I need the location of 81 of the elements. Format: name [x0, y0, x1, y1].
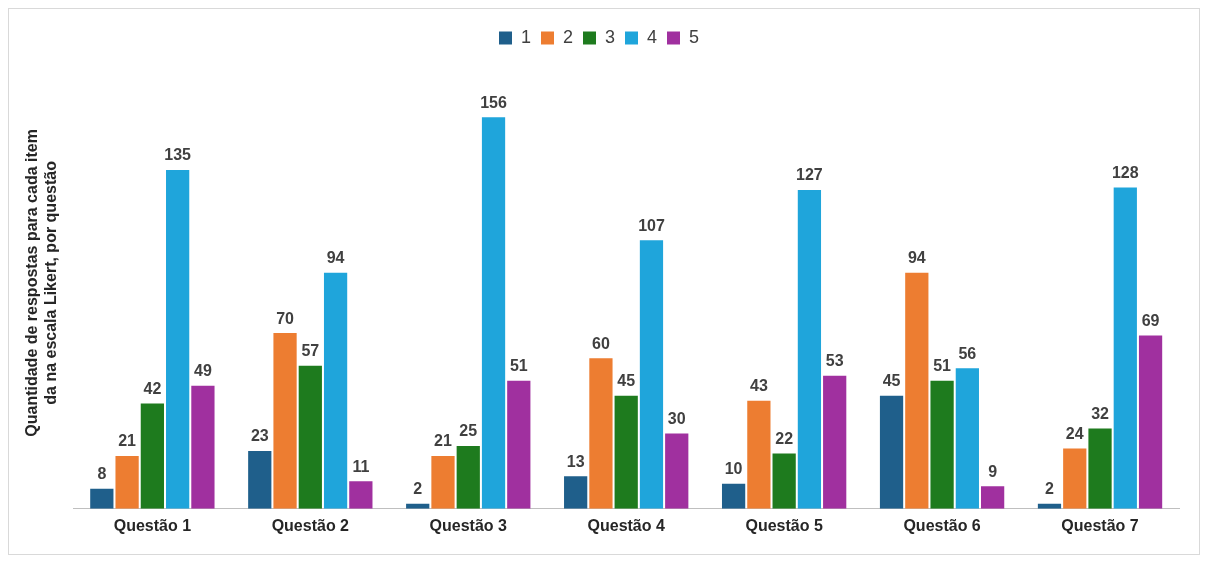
- x-tick-label: Questão 3: [429, 516, 508, 534]
- bar: [564, 476, 588, 509]
- legend-label: 2: [562, 26, 573, 47]
- data-label: 30: [667, 409, 686, 427]
- data-label: 45: [882, 372, 901, 390]
- data-label: 45: [617, 372, 636, 390]
- data-label: 51: [933, 357, 952, 375]
- bar: [905, 272, 929, 509]
- x-tick-label: Questão 4: [587, 516, 665, 534]
- bar: [273, 333, 297, 509]
- legend-label: 4: [647, 26, 658, 47]
- bar: [1138, 335, 1163, 509]
- data-label: 70: [276, 309, 295, 327]
- data-label: 43: [749, 377, 768, 395]
- data-label: 9: [988, 462, 998, 480]
- bar: [166, 169, 190, 509]
- data-label: 13: [566, 452, 585, 470]
- data-label: 128: [1111, 163, 1139, 181]
- x-tick-label: Questão 7: [1061, 516, 1139, 534]
- legend-label: 5: [689, 26, 700, 47]
- data-label: 94: [326, 249, 345, 267]
- data-label: 2: [413, 480, 423, 498]
- data-label: 53: [825, 352, 844, 370]
- bar: [191, 385, 215, 509]
- bar: [823, 375, 847, 509]
- bar: [456, 446, 480, 509]
- bar: [1063, 448, 1087, 509]
- data-label: 25: [459, 422, 478, 440]
- data-label: 127: [796, 166, 823, 184]
- data-label: 60: [592, 334, 610, 352]
- data-label: 21: [434, 432, 452, 450]
- bar: [349, 481, 373, 509]
- bar: [90, 488, 114, 509]
- bar: [747, 400, 771, 509]
- bar: [614, 395, 638, 509]
- bar: [955, 368, 979, 509]
- bar: [721, 483, 746, 509]
- bar: [298, 365, 322, 509]
- x-tick-label: Questão 1: [113, 516, 192, 534]
- data-label: 32: [1091, 404, 1110, 422]
- data-label: 49: [194, 362, 212, 380]
- data-label: 11: [352, 457, 370, 475]
- data-label: 135: [164, 146, 192, 164]
- bar: [772, 453, 796, 509]
- bar: [930, 380, 954, 509]
- bar: [665, 433, 689, 509]
- bar: [323, 272, 348, 509]
- data-label: 22: [775, 429, 794, 447]
- bar: [639, 240, 664, 509]
- x-tick-label: Questão 6: [903, 516, 981, 534]
- legend-label: 3: [604, 26, 616, 47]
- bar: [115, 456, 139, 509]
- bar: [981, 486, 1005, 509]
- legend-label: 1: [520, 26, 531, 47]
- bar: [431, 456, 455, 509]
- data-label: 23: [250, 427, 269, 445]
- data-label: 42: [143, 379, 162, 397]
- bar: [1113, 187, 1137, 509]
- bar: [507, 380, 531, 509]
- bar: [248, 451, 272, 509]
- x-tick-label: Questão 2: [271, 516, 350, 534]
- bar: [879, 395, 904, 509]
- data-label: 2: [1045, 480, 1055, 498]
- bar: [797, 190, 822, 509]
- y-axis-title: Quantidade de respostas para cada item da na escala Likert, por questão: [23, 129, 60, 437]
- data-label: 10: [724, 460, 743, 478]
- data-label: 57: [301, 342, 320, 360]
- data-label: 156: [480, 93, 507, 111]
- data-label: 107: [638, 216, 665, 234]
- data-label: 56: [958, 344, 977, 362]
- data-label: 51: [509, 357, 528, 375]
- data-label: 8: [97, 465, 107, 483]
- bar: [140, 403, 164, 509]
- data-label: 94: [907, 249, 926, 267]
- data-label: 69: [1141, 312, 1160, 330]
- data-label: 21: [118, 432, 137, 450]
- bar: [481, 117, 506, 509]
- x-tick-label: Questão 5: [745, 516, 823, 534]
- bar: [589, 358, 613, 509]
- data-label: 24: [1065, 424, 1084, 442]
- bar: [1088, 428, 1112, 509]
